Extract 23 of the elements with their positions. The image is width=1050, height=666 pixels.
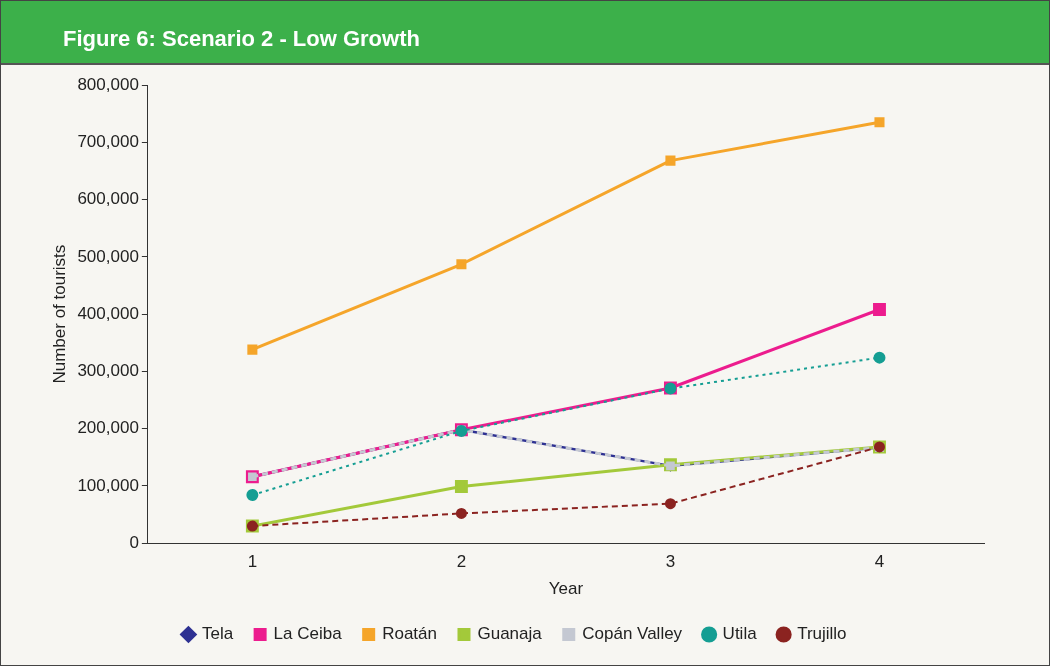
legend-label: Roatán <box>382 624 437 644</box>
y-tick-label: 700,000 <box>77 131 139 151</box>
legend-label: Copán Valley <box>582 624 683 644</box>
chart-title: Figure 6: Scenario 2 - Low Growth <box>1 1 1049 65</box>
x-tick-label: 1 <box>247 552 258 572</box>
x-tick-label: 3 <box>665 552 676 572</box>
y-tick-label: 300,000 <box>77 361 139 381</box>
y-tick-label: 0 <box>129 532 139 552</box>
x-tick-label: 4 <box>874 552 885 572</box>
x-axis-title: Year <box>548 579 584 599</box>
legend-label: Utila <box>722 624 758 644</box>
y-tick-label: 400,000 <box>77 303 139 323</box>
legend-label: Guanaja <box>477 624 543 644</box>
y-tick-label: 100,000 <box>77 475 139 495</box>
legend-label: Tela <box>201 624 234 644</box>
y-axis-title: Number of tourists <box>49 244 69 384</box>
y-tick-label: 200,000 <box>77 418 139 438</box>
y-tick-label: 500,000 <box>77 246 139 266</box>
legend-label: Trujillo <box>797 624 847 644</box>
legend-label: La Ceiba <box>273 624 343 644</box>
y-tick-label: 600,000 <box>77 189 139 209</box>
x-tick-label: 2 <box>456 552 467 572</box>
y-tick-label: 800,000 <box>77 74 139 94</box>
